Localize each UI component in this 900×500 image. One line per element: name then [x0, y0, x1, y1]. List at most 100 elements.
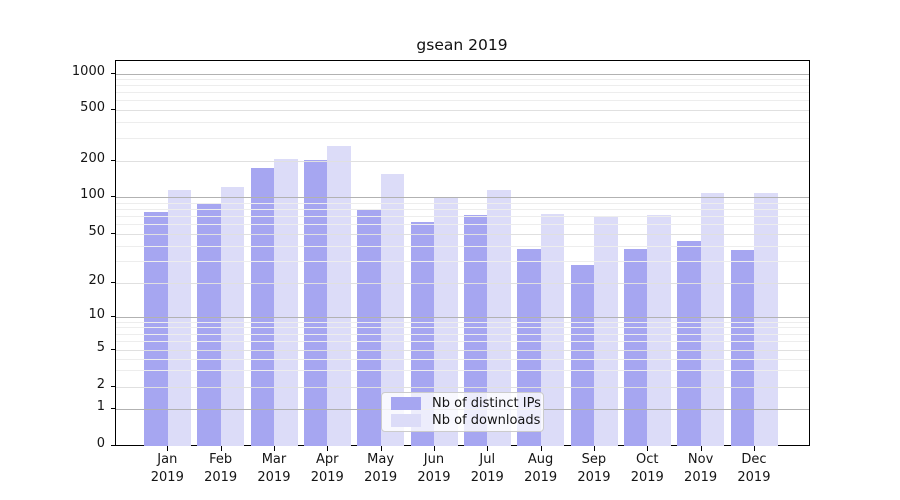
bar-downloads-feb: [220, 186, 245, 446]
x-tick-label-dec: Dec 2019: [737, 452, 771, 485]
bar-downloads-nov: [700, 192, 725, 446]
gridline: [116, 109, 809, 111]
gridline: [116, 317, 809, 318]
gridline: [116, 245, 809, 247]
bar-downloads-apr: [327, 146, 351, 446]
gridline: [116, 100, 809, 102]
gridline: [116, 78, 809, 80]
bar-downloads-may: [380, 173, 405, 446]
gridline: [116, 197, 809, 198]
gridline: [116, 73, 809, 75]
x-tick-label-feb: Feb 2019: [204, 452, 238, 485]
gridline: [116, 386, 809, 388]
y-tick-mark: [111, 385, 116, 387]
x-tick-mark: [327, 446, 329, 451]
gridline: [116, 85, 809, 87]
bar-downloads-jun: [434, 197, 458, 446]
bar-distinct-ips-nov: [677, 240, 701, 446]
x-tick-mark: [540, 446, 542, 451]
bar-distinct-ips-mar: [250, 168, 275, 446]
gridline: [116, 340, 809, 342]
gridline: [116, 358, 809, 360]
bar-downloads-mar: [274, 158, 298, 446]
x-tick-label-apr: Apr 2019: [310, 452, 344, 485]
legend-item-distinct-ips: Nb of distinct IPs: [391, 396, 541, 411]
y-tick-mark: [111, 108, 116, 110]
bar-distinct-ips-oct: [623, 248, 648, 446]
x-tick-mark: [433, 446, 436, 451]
y-tick-mark: [111, 72, 116, 74]
y-tick-mark: [111, 160, 116, 162]
x-tick-mark: [753, 446, 756, 451]
x-tick-label-sep: Sep 2019: [577, 452, 611, 485]
legend-label-distinct-ips: Nb of distinct IPs: [432, 396, 541, 412]
x-tick-mark: [273, 446, 276, 451]
gridline: [116, 321, 809, 323]
x-tick-label-oct: Oct 2019: [630, 452, 664, 485]
x-tick-label-jul: Jul 2019: [470, 452, 504, 485]
y-tick-label: 0: [96, 435, 105, 451]
y-tick-label: 100: [80, 187, 105, 202]
gridline: [116, 122, 809, 124]
legend-swatch-distinct-ips: [391, 397, 421, 411]
x-tick-label-jun: Jun 2019: [417, 452, 451, 485]
bar-distinct-ips-dec: [730, 250, 755, 446]
x-tick-mark: [647, 446, 649, 451]
legend: Nb of distinct IPs Nb of downloads: [381, 392, 544, 432]
bar-downloads-sep: [594, 216, 618, 446]
bar-downloads-oct: [647, 214, 671, 446]
gridline: [116, 327, 809, 329]
gridline: [116, 261, 809, 263]
bar-downloads-dec: [754, 193, 778, 446]
y-tick-label: 5: [96, 339, 105, 355]
y-tick-mark: [111, 348, 116, 350]
bar-distinct-ips-feb: [197, 204, 221, 446]
gridline: [116, 92, 809, 94]
bar-distinct-ips-jul: [463, 215, 488, 446]
x-tick-label-mar: Mar 2019: [257, 452, 291, 485]
legend-label-downloads: Nb of downloads: [432, 412, 541, 428]
bar-downloads-aug: [540, 213, 565, 446]
gridline: [116, 283, 809, 284]
plot-area: [115, 60, 810, 446]
gridline: [116, 349, 809, 351]
y-tick-label: 1000: [71, 63, 105, 79]
gridline: [116, 208, 809, 210]
x-tick-mark: [487, 446, 489, 451]
x-tick-label-may: May 2019: [364, 452, 398, 485]
gridline: [116, 370, 809, 372]
gridline: [116, 234, 809, 235]
gridline: [116, 161, 809, 162]
gridline: [116, 333, 809, 335]
x-tick-mark: [220, 446, 222, 451]
y-tick-mark: [111, 316, 116, 318]
y-tick-mark: [111, 196, 116, 198]
y-tick-label: 50: [88, 224, 105, 239]
y-tick-label: 20: [88, 273, 105, 288]
x-tick-mark: [380, 446, 382, 451]
y-tick-mark: [111, 233, 116, 235]
gridline: [116, 224, 809, 226]
y-tick-label: 200: [80, 151, 105, 166]
y-tick-label: 1: [96, 399, 105, 415]
gridline: [116, 202, 809, 204]
y-tick-label: 2: [96, 376, 105, 392]
y-tick-mark: [111, 282, 116, 284]
x-tick-mark: [593, 446, 596, 451]
chart-title: gsean 2019: [416, 36, 508, 54]
bar-distinct-ips-sep: [570, 265, 595, 446]
x-tick-label-jan: Jan 2019: [150, 452, 184, 485]
legend-item-downloads: Nb of downloads: [391, 413, 540, 428]
y-tick-mark: [111, 408, 116, 410]
x-tick-label-nov: Nov 2019: [684, 452, 718, 485]
gridline: [116, 216, 809, 218]
x-tick-mark: [700, 446, 702, 451]
gridline: [116, 138, 809, 140]
y-tick-label: 500: [80, 99, 105, 115]
bar-distinct-ips-apr: [303, 159, 328, 446]
x-tick-label-aug: Aug 2019: [524, 452, 558, 485]
x-tick-mark: [167, 446, 169, 451]
y-tick-mark: [111, 444, 116, 446]
y-tick-label: 10: [88, 307, 105, 322]
